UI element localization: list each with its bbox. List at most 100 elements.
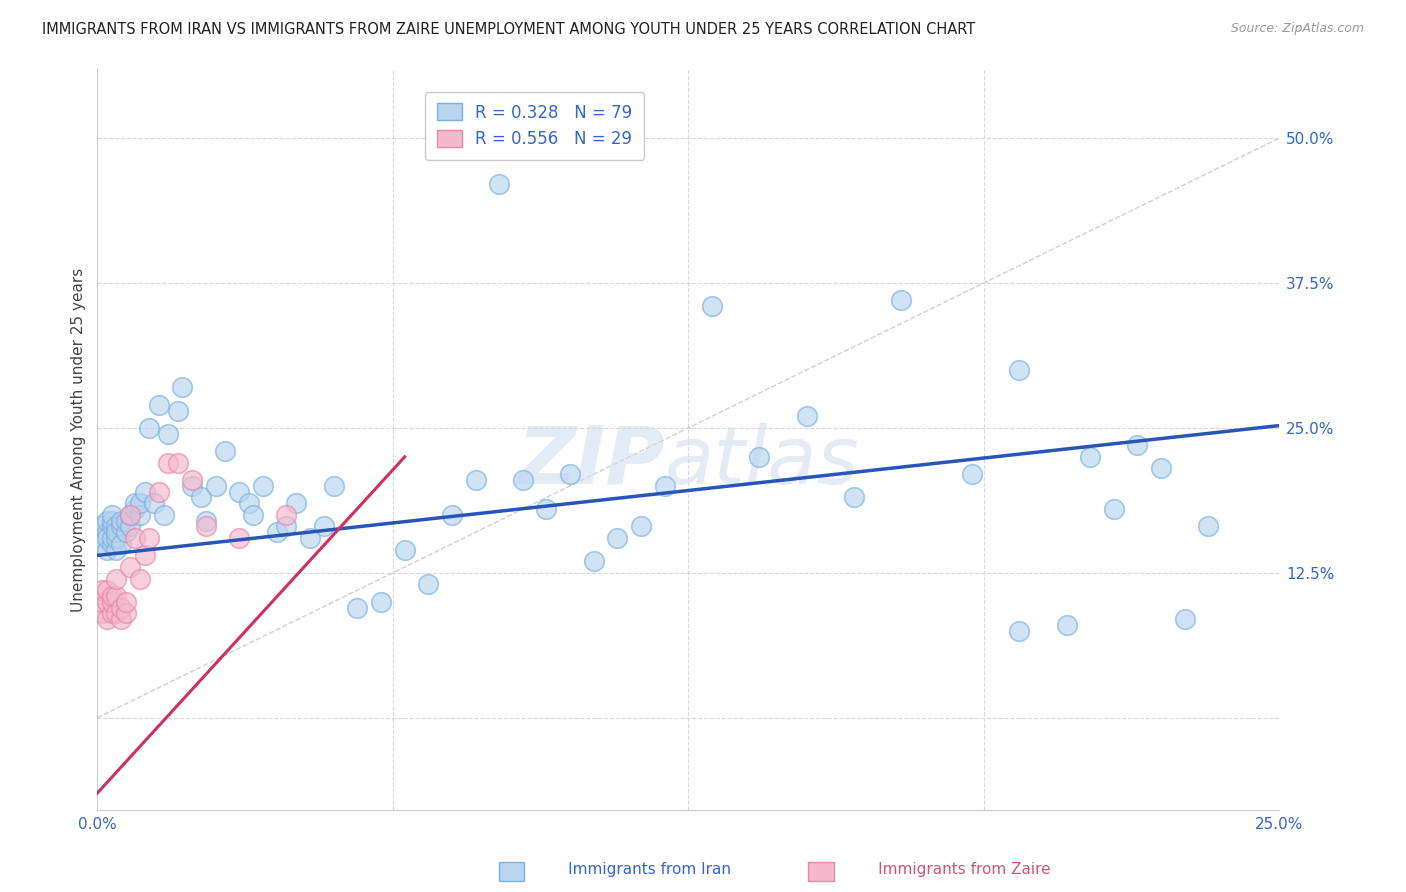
- Point: [228, 531, 250, 545]
- Point: [1174, 612, 1197, 626]
- Point: [195, 514, 218, 528]
- Point: [91, 519, 114, 533]
- Point: [100, 531, 122, 545]
- Point: [284, 496, 307, 510]
- Point: [124, 496, 146, 510]
- Point: [91, 607, 114, 621]
- Point: [105, 607, 128, 621]
- Point: [536, 502, 558, 516]
- Point: [1197, 519, 1219, 533]
- Point: [120, 560, 142, 574]
- Point: [842, 491, 865, 505]
- Point: [195, 519, 218, 533]
- Point: [138, 531, 160, 545]
- Point: [346, 600, 368, 615]
- Point: [266, 525, 288, 540]
- Point: [464, 473, 486, 487]
- Point: [134, 549, 156, 563]
- Point: [748, 450, 770, 464]
- Point: [129, 572, 152, 586]
- Point: [190, 491, 212, 505]
- Point: [110, 514, 132, 528]
- Point: [96, 542, 118, 557]
- Point: [180, 473, 202, 487]
- Point: [96, 525, 118, 540]
- Point: [114, 525, 136, 540]
- Point: [105, 572, 128, 586]
- Text: Source: ZipAtlas.com: Source: ZipAtlas.com: [1230, 22, 1364, 36]
- Point: [100, 537, 122, 551]
- Point: [96, 583, 118, 598]
- Point: [394, 542, 416, 557]
- Point: [204, 479, 226, 493]
- Point: [105, 542, 128, 557]
- Point: [120, 508, 142, 522]
- Point: [100, 519, 122, 533]
- Text: atlas: atlas: [665, 423, 859, 500]
- Point: [1056, 618, 1078, 632]
- Point: [166, 403, 188, 417]
- Point: [96, 514, 118, 528]
- Point: [110, 537, 132, 551]
- Point: [214, 444, 236, 458]
- Point: [96, 612, 118, 626]
- Point: [105, 525, 128, 540]
- Point: [606, 531, 628, 545]
- Point: [91, 537, 114, 551]
- Point: [148, 398, 170, 412]
- Point: [180, 479, 202, 493]
- Point: [960, 467, 983, 482]
- Point: [110, 612, 132, 626]
- Point: [700, 299, 723, 313]
- Point: [1126, 438, 1149, 452]
- Point: [114, 607, 136, 621]
- Point: [96, 531, 118, 545]
- Point: [488, 178, 510, 192]
- Point: [143, 496, 166, 510]
- Point: [582, 554, 605, 568]
- Text: Immigrants from Zaire: Immigrants from Zaire: [844, 863, 1050, 877]
- Point: [1150, 461, 1173, 475]
- Point: [152, 508, 174, 522]
- Point: [124, 531, 146, 545]
- Y-axis label: Unemployment Among Youth under 25 years: Unemployment Among Youth under 25 years: [72, 268, 86, 612]
- Legend: R = 0.328   N = 79, R = 0.556   N = 29: R = 0.328 N = 79, R = 0.556 N = 29: [425, 92, 644, 160]
- Point: [238, 496, 260, 510]
- Point: [370, 595, 392, 609]
- Point: [134, 484, 156, 499]
- Point: [1008, 624, 1031, 638]
- Point: [105, 589, 128, 603]
- Point: [129, 508, 152, 522]
- Point: [252, 479, 274, 493]
- Point: [91, 583, 114, 598]
- Point: [138, 421, 160, 435]
- Text: Immigrants from Iran: Immigrants from Iran: [534, 863, 731, 877]
- Point: [148, 484, 170, 499]
- Point: [124, 502, 146, 516]
- Point: [314, 519, 336, 533]
- Point: [100, 595, 122, 609]
- Point: [512, 473, 534, 487]
- Point: [560, 467, 582, 482]
- Point: [630, 519, 652, 533]
- Point: [91, 595, 114, 609]
- Text: IMMIGRANTS FROM IRAN VS IMMIGRANTS FROM ZAIRE UNEMPLOYMENT AMONG YOUTH UNDER 25 : IMMIGRANTS FROM IRAN VS IMMIGRANTS FROM …: [42, 22, 976, 37]
- Text: ZIP: ZIP: [517, 423, 665, 500]
- Point: [440, 508, 463, 522]
- Point: [276, 519, 298, 533]
- Point: [100, 589, 122, 603]
- Point: [299, 531, 322, 545]
- Point: [654, 479, 676, 493]
- Point: [1078, 450, 1101, 464]
- Point: [276, 508, 298, 522]
- Point: [120, 519, 142, 533]
- Point: [166, 456, 188, 470]
- Point: [1008, 363, 1031, 377]
- Point: [796, 409, 818, 424]
- Point: [100, 607, 122, 621]
- Point: [91, 531, 114, 545]
- Point: [114, 595, 136, 609]
- Point: [105, 531, 128, 545]
- Point: [242, 508, 264, 522]
- Point: [890, 293, 912, 308]
